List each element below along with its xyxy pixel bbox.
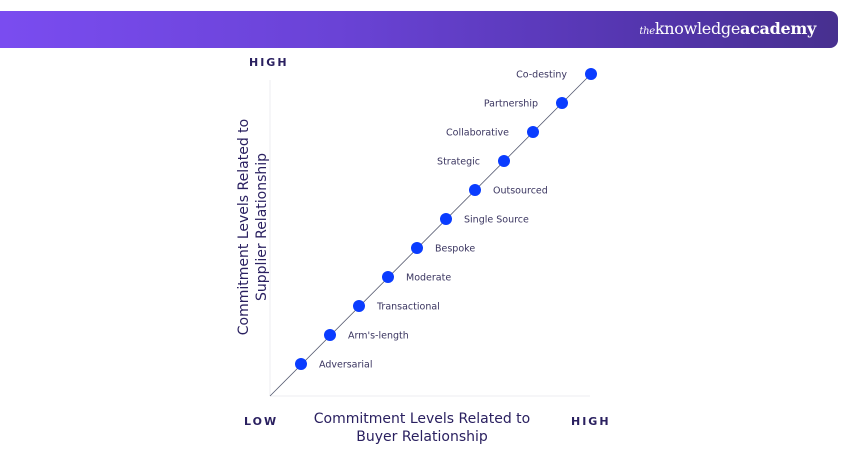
level-points: Adversarial Arm's-length Transactional Mode… bbox=[295, 68, 597, 371]
level-label: Moderate bbox=[406, 273, 451, 284]
level-dot bbox=[527, 126, 539, 138]
x-axis-title-line2: Buyer Relationship bbox=[356, 429, 488, 445]
level-dot bbox=[295, 358, 307, 370]
knowledge-academy-logo: theknowledgeacademy bbox=[639, 19, 816, 38]
x-axis-low-label: LOW bbox=[244, 415, 278, 428]
y-axis-high-label: HIGH bbox=[249, 56, 289, 69]
level-label: Partnership bbox=[484, 99, 538, 110]
logo-name-2: academy bbox=[740, 19, 816, 38]
level-label: Strategic bbox=[437, 157, 480, 168]
header-banner: theknowledgeacademy bbox=[0, 11, 838, 48]
level-dot bbox=[440, 213, 452, 225]
level-label: Bespoke bbox=[435, 244, 475, 255]
level-label: Arm's-length bbox=[348, 331, 409, 342]
level-dot bbox=[382, 271, 394, 283]
level-dot bbox=[411, 242, 423, 254]
logo-prefix: the bbox=[639, 26, 655, 37]
level-label: Co-destiny bbox=[516, 70, 567, 81]
level-label: Single Source bbox=[464, 215, 529, 226]
x-axis-title-line1: Commitment Levels Related to bbox=[314, 411, 530, 427]
level-dot bbox=[585, 68, 597, 80]
level-dot bbox=[324, 329, 336, 341]
level-dot bbox=[469, 184, 481, 196]
y-axis-title-line1: Commitment Levels Related to bbox=[236, 119, 252, 335]
level-dot bbox=[353, 300, 365, 312]
level-dot bbox=[556, 97, 568, 109]
level-label: Adversarial bbox=[319, 360, 373, 371]
x-axis-high-label: HIGH bbox=[571, 415, 611, 428]
level-dot bbox=[498, 155, 510, 167]
y-axis-title-line2: Supplier Relationship bbox=[254, 153, 270, 301]
diagonal-line bbox=[269, 73, 592, 397]
level-label: Collaborative bbox=[446, 128, 509, 139]
level-label: Outsourced bbox=[493, 186, 548, 197]
level-label: Transactional bbox=[376, 302, 440, 313]
logo-name-1: knowledge bbox=[654, 19, 741, 38]
